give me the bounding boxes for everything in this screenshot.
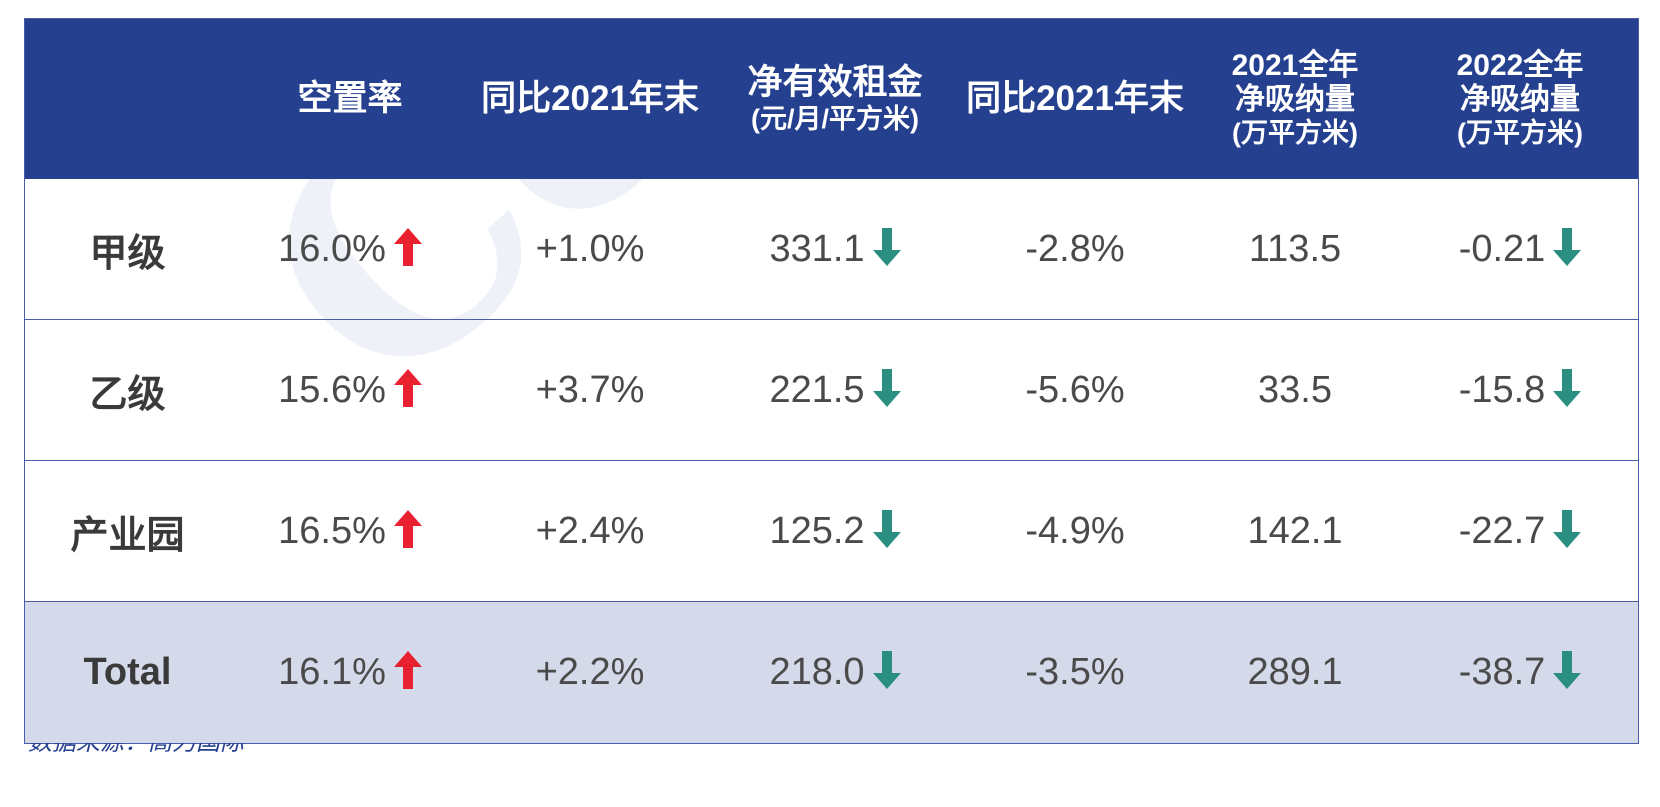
- rent-yoy-value: -4.9%: [1025, 509, 1125, 552]
- arrow-down-icon: [1553, 651, 1582, 694]
- header-vacancy-label: 空置率: [297, 79, 403, 118]
- vacancy-yoy-value: +1.0%: [535, 227, 645, 270]
- rent-value: 218.0: [769, 651, 865, 693]
- vacancy-yoy-value: +2.4%: [535, 509, 645, 552]
- table-row-grade-a: 甲级 16.0% +1.0% 331.1 -2.8% 113.5 -0.21: [25, 179, 1638, 320]
- header-rent-unit: (元/月/平方米): [751, 104, 919, 134]
- arrow-down-icon: [1553, 227, 1582, 271]
- rent-yoy-value: -5.6%: [1025, 368, 1125, 411]
- table-row-total: Total 16.1% +2.2% 218.0 -3.5% 289.1 -38.…: [25, 602, 1638, 743]
- header-abs2022-label: 净吸纳量: [1460, 83, 1580, 116]
- vacancy-yoy-value: +2.2%: [535, 651, 645, 693]
- header-absorption-2021: 2021全年 净吸纳量 (万平方米): [1190, 19, 1400, 179]
- absorption-2022-value: -22.7: [1458, 509, 1546, 552]
- absorption-2022-value: -38.7: [1458, 651, 1546, 693]
- header-vacancy-yoy-label: 同比2021年末: [481, 79, 699, 118]
- header-abs2021-label: 净吸纳量: [1235, 83, 1355, 116]
- header-blank: [25, 19, 230, 179]
- header-abs2021-year: 2021全年: [1231, 49, 1359, 82]
- arrow-down-icon: [872, 227, 901, 271]
- arrow-down-icon: [872, 368, 901, 412]
- arrow-up-icon: [393, 651, 422, 694]
- absorption-2021-value: 113.5: [1248, 227, 1342, 270]
- arrow-up-icon: [393, 227, 422, 271]
- absorption-2021-value: 33.5: [1258, 368, 1332, 411]
- vacancy-value: 16.0%: [278, 227, 386, 270]
- absorption-2022-value: -0.21: [1458, 227, 1546, 270]
- row-label: 乙级: [89, 373, 166, 416]
- header-vacancy-yoy: 同比2021年末: [470, 19, 710, 179]
- row-label: Total: [83, 651, 172, 693]
- row-label: 甲级: [89, 232, 166, 275]
- arrow-down-icon: [1553, 509, 1582, 553]
- arrow-up-icon: [393, 368, 422, 412]
- table-header: 空置率 同比2021年末 净有效租金 (元/月/平方米) 同比2021年末 20…: [25, 19, 1638, 179]
- vacancy-value: 15.6%: [278, 368, 386, 411]
- absorption-2021-value: 142.1: [1247, 509, 1343, 552]
- rent-yoy-value: -3.5%: [1025, 651, 1125, 693]
- table-row-grade-b: 乙级 15.6% +3.7% 221.5 -5.6% 33.5 -15.8: [25, 320, 1638, 461]
- row-label: 产业园: [70, 514, 185, 557]
- header-abs2021-unit: (万平方米): [1232, 118, 1358, 148]
- arrow-up-icon: [393, 509, 422, 553]
- header-abs2022-unit: (万平方米): [1457, 118, 1583, 148]
- arrow-down-icon: [872, 651, 901, 694]
- vacancy-value: 16.5%: [278, 509, 386, 552]
- header-vacancy: 空置率: [230, 19, 470, 179]
- header-rent-yoy-label: 同比2021年末: [966, 79, 1184, 118]
- vacancy-yoy-value: +3.7%: [535, 368, 645, 411]
- absorption-2021-value: 289.1: [1247, 651, 1343, 693]
- header-absorption-2022: 2022全年 净吸纳量 (万平方米): [1400, 19, 1638, 179]
- header-rent-yoy: 同比2021年末: [960, 19, 1190, 179]
- market-summary-table: Colliers 空置率 同比2021年末 净有效租金 (元/月/平方米) 同比…: [24, 18, 1639, 744]
- rent-yoy-value: -2.8%: [1025, 227, 1125, 270]
- header-rent: 净有效租金 (元/月/平方米): [710, 19, 960, 179]
- table-row-business-park: 产业园 16.5% +2.4% 125.2 -4.9% 142.1 -22.7: [25, 461, 1638, 602]
- arrow-down-icon: [872, 509, 901, 553]
- rent-value: 125.2: [769, 509, 865, 552]
- vacancy-value: 16.1%: [278, 651, 386, 693]
- rent-value: 221.5: [769, 368, 865, 411]
- rent-value: 331.1: [769, 227, 865, 270]
- arrow-down-icon: [1553, 368, 1582, 412]
- header-rent-label: 净有效租金: [747, 63, 923, 102]
- header-abs2022-year: 2022全年: [1456, 49, 1584, 82]
- absorption-2022-value: -15.8: [1458, 368, 1546, 411]
